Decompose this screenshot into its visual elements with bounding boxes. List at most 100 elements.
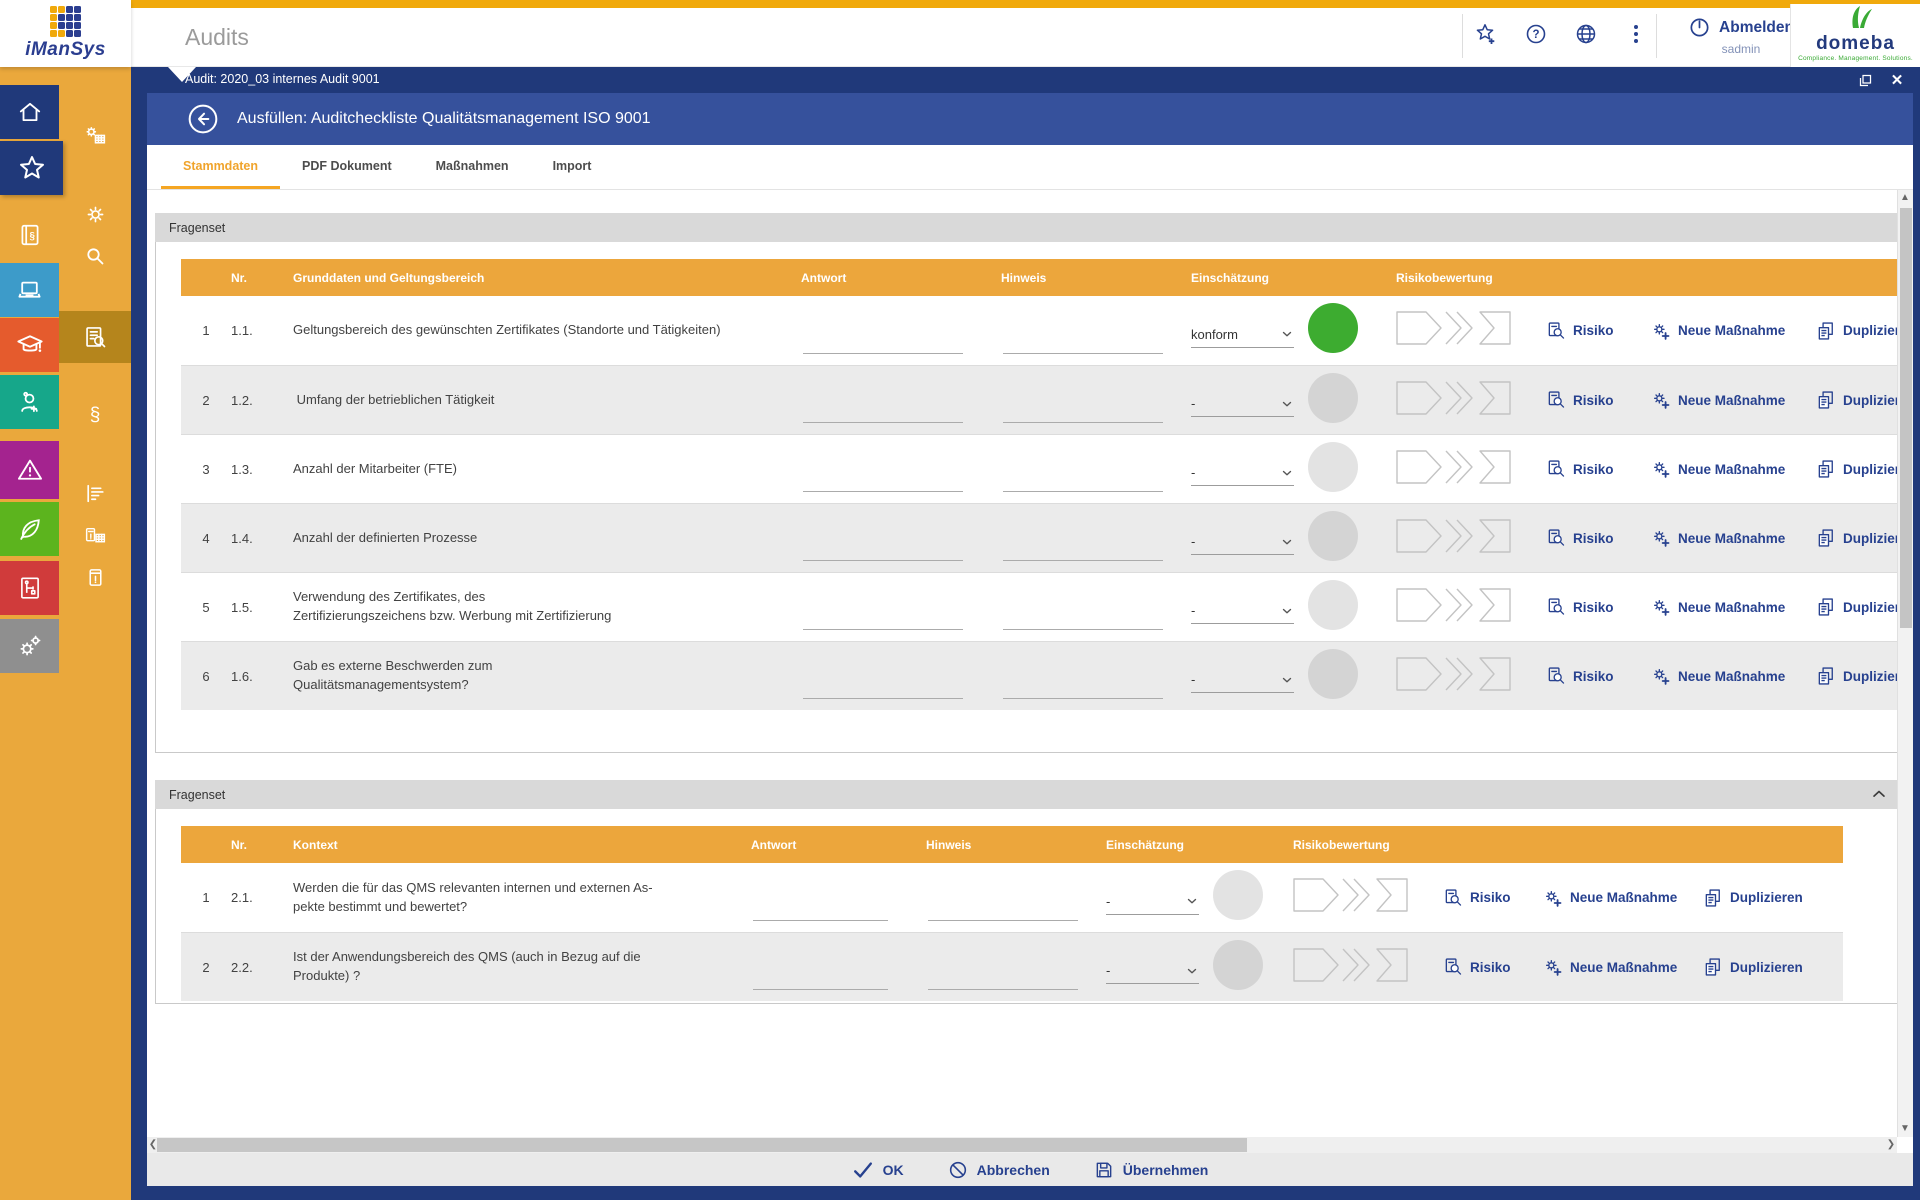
restore-window-button[interactable] xyxy=(1854,70,1876,90)
einschaetzung-select[interactable]: - xyxy=(1191,598,1294,624)
more-menu-button[interactable] xyxy=(1624,22,1648,46)
risk-link[interactable]: Risiko xyxy=(1546,321,1651,341)
duplicate-link[interactable]: Duplizieren xyxy=(1816,528,1897,548)
hinweis-input[interactable] xyxy=(928,901,1078,921)
antwort-input[interactable] xyxy=(803,541,963,561)
sidebar-item-hazard[interactable] xyxy=(0,441,59,499)
new-measure-link[interactable]: Neue Maßnahme xyxy=(1543,957,1703,977)
einschaetzung-select[interactable]: - xyxy=(1191,391,1294,417)
tab-import[interactable]: Import xyxy=(531,145,614,189)
new-measure-link[interactable]: Neue Maßnahme xyxy=(1651,666,1816,686)
horizontal-scrollbar[interactable]: ❮ ❯ xyxy=(147,1137,1897,1153)
sidebar-item-workplace[interactable] xyxy=(0,263,59,317)
sidebar-item-environment[interactable] xyxy=(0,502,59,556)
back-button[interactable] xyxy=(187,103,219,135)
logout-button[interactable]: Abmelden sadmin xyxy=(1676,16,1806,56)
duplicate-link[interactable]: Duplizieren xyxy=(1816,597,1897,617)
close-window-button[interactable]: ✕ xyxy=(1886,70,1908,90)
tab-stammdaten[interactable]: Stammdaten xyxy=(161,145,281,189)
antwort-input[interactable] xyxy=(803,610,963,630)
hinweis-input[interactable] xyxy=(1003,472,1163,492)
status-circle[interactable] xyxy=(1213,939,1263,990)
favorite-add-button[interactable] xyxy=(1474,22,1498,46)
risk-link[interactable]: Risiko xyxy=(1546,390,1651,410)
new-measure-link[interactable]: Neue Maßnahme xyxy=(1651,390,1816,410)
vertical-scrollbar[interactable]: ▲ ▼ xyxy=(1897,190,1913,1137)
status-circle[interactable] xyxy=(1213,870,1263,920)
einschaetzung-select[interactable]: - xyxy=(1106,889,1199,915)
sidebar-item-legal-register[interactable]: § xyxy=(0,208,59,262)
sidebar-item-home[interactable] xyxy=(0,85,59,139)
tool-search[interactable] xyxy=(59,233,131,279)
new-measure-link[interactable]: Neue Maßnahme xyxy=(1651,528,1816,548)
status-circle[interactable] xyxy=(1308,303,1358,353)
horizontal-scroll-thumb[interactable] xyxy=(157,1138,1247,1152)
risk-rating-widget[interactable] xyxy=(1396,380,1546,420)
new-measure-link[interactable]: Neue Maßnahme xyxy=(1651,459,1816,479)
scroll-left-arrow[interactable]: ❮ xyxy=(148,1139,158,1150)
tool-settings[interactable] xyxy=(59,191,131,237)
tab-pdf-dokument[interactable]: PDF Dokument xyxy=(280,145,414,189)
tab-massnahmen[interactable]: Maßnahmen xyxy=(414,145,531,189)
tool-audit[interactable] xyxy=(59,311,131,363)
help-button[interactable]: ? xyxy=(1524,22,1548,46)
status-circle[interactable] xyxy=(1308,441,1358,492)
duplicate-link[interactable]: Duplizieren xyxy=(1816,390,1897,410)
risk-rating-widget[interactable] xyxy=(1293,947,1443,987)
risk-rating-widget[interactable] xyxy=(1396,656,1546,696)
antwort-input[interactable] xyxy=(803,334,963,354)
status-circle[interactable] xyxy=(1308,579,1358,630)
tool-info[interactable] xyxy=(59,554,131,600)
antwort-input[interactable] xyxy=(753,970,888,990)
risk-rating-widget[interactable] xyxy=(1396,449,1546,489)
einschaetzung-select[interactable]: konform xyxy=(1191,322,1294,348)
einschaetzung-select[interactable]: - xyxy=(1191,460,1294,486)
apply-button[interactable]: Übernehmen xyxy=(1094,1160,1208,1180)
scroll-down-arrow[interactable]: ▼ xyxy=(1900,1123,1910,1134)
sidebar-item-favorites[interactable] xyxy=(0,141,63,195)
antwort-input[interactable] xyxy=(803,403,963,423)
sidebar-item-administration[interactable] xyxy=(0,619,59,673)
risk-rating-widget[interactable] xyxy=(1396,518,1546,558)
hinweis-input[interactable] xyxy=(1003,679,1163,699)
duplicate-link[interactable]: Duplizieren xyxy=(1816,666,1897,686)
einschaetzung-select[interactable]: - xyxy=(1191,529,1294,555)
cancel-button[interactable]: Abbrechen xyxy=(948,1160,1050,1180)
new-measure-link[interactable]: Neue Maßnahme xyxy=(1651,321,1816,341)
risk-link[interactable]: Risiko xyxy=(1443,888,1543,908)
scroll-up-arrow[interactable]: ▲ xyxy=(1900,192,1910,203)
antwort-input[interactable] xyxy=(753,901,888,921)
vertical-scroll-thumb[interactable] xyxy=(1900,208,1912,628)
sidebar-item-process-documents[interactable] xyxy=(0,561,59,615)
hinweis-input[interactable] xyxy=(1003,610,1163,630)
hinweis-input[interactable] xyxy=(1003,541,1163,561)
risk-link[interactable]: Risiko xyxy=(1546,597,1651,617)
status-circle[interactable] xyxy=(1308,510,1358,561)
tool-reports[interactable] xyxy=(59,470,131,516)
duplicate-link[interactable]: Duplizieren xyxy=(1816,321,1897,341)
tool-devices[interactable] xyxy=(59,513,131,559)
risk-rating-widget[interactable] xyxy=(1396,311,1546,350)
hinweis-input[interactable] xyxy=(928,970,1078,990)
einschaetzung-select[interactable]: - xyxy=(1106,958,1199,984)
sidebar-item-occupational-health[interactable] xyxy=(0,375,59,429)
ok-button[interactable]: OK xyxy=(852,1159,904,1181)
antwort-input[interactable] xyxy=(803,472,963,492)
duplicate-link[interactable]: Duplizieren xyxy=(1703,888,1843,908)
tool-paragraph[interactable]: § xyxy=(59,391,131,437)
risk-link[interactable]: Risiko xyxy=(1546,666,1651,686)
sidebar-item-training[interactable] xyxy=(0,318,59,372)
tool-module-settings[interactable] xyxy=(59,113,131,159)
duplicate-link[interactable]: Duplizieren xyxy=(1703,957,1843,977)
risk-rating-widget[interactable] xyxy=(1293,878,1443,917)
new-measure-link[interactable]: Neue Maßnahme xyxy=(1543,888,1703,908)
status-circle[interactable] xyxy=(1308,372,1358,423)
collapse-panel-button[interactable] xyxy=(1868,784,1890,806)
hinweis-input[interactable] xyxy=(1003,334,1163,354)
status-circle[interactable] xyxy=(1308,648,1358,699)
antwort-input[interactable] xyxy=(803,679,963,699)
risk-link[interactable]: Risiko xyxy=(1546,528,1651,548)
hinweis-input[interactable] xyxy=(1003,403,1163,423)
duplicate-link[interactable]: Duplizieren xyxy=(1816,459,1897,479)
scroll-right-arrow[interactable]: ❯ xyxy=(1886,1139,1896,1150)
